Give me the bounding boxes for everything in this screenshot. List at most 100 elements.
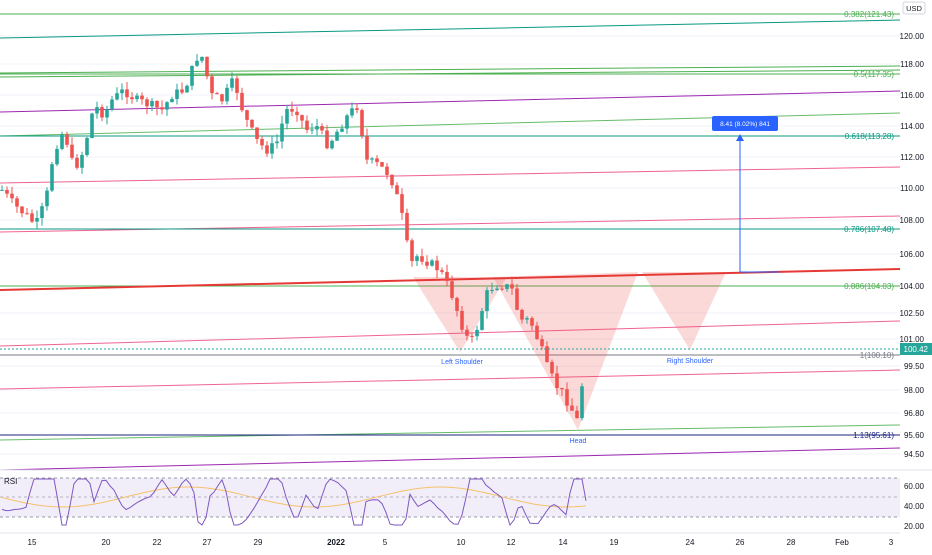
time-tick-label: 5	[383, 538, 388, 547]
candle-body	[0, 189, 4, 191]
candle-body	[455, 297, 459, 311]
candle-body	[120, 89, 124, 94]
candle-body	[15, 198, 19, 207]
candle-body	[60, 134, 64, 149]
time-tick-label: 19	[610, 538, 619, 547]
candle-body	[200, 56, 204, 61]
current-price-badge	[900, 343, 932, 355]
candle-body	[115, 93, 119, 100]
candle-body	[300, 115, 304, 121]
candle-body	[355, 108, 359, 110]
rsi-ma-line	[1, 486, 587, 508]
candle-body	[475, 329, 479, 337]
candle-body	[570, 405, 574, 411]
candle-body	[160, 107, 164, 110]
candle-body	[525, 318, 529, 320]
price-tick-label: 116.00	[900, 91, 924, 100]
candle-body	[335, 131, 339, 141]
fib-labels: 0.382(121.43) 0.5(117.35) 0.618(113.28) …	[844, 10, 894, 440]
candle-body	[265, 145, 269, 154]
candle-body	[250, 119, 254, 128]
candle-body	[10, 193, 14, 199]
candles[interactable]	[0, 54, 584, 421]
candle-body	[110, 99, 114, 110]
currency-badge[interactable]	[902, 1, 926, 15]
fib-levels[interactable]	[0, 13, 900, 436]
candle-body	[90, 113, 94, 138]
rsi-line	[1, 478, 587, 527]
candle-body	[350, 108, 354, 116]
price-tick-label: 102.50	[900, 309, 925, 318]
candle-body	[245, 110, 249, 120]
candle-body	[340, 128, 344, 132]
candle-body	[210, 76, 214, 94]
candle-body	[440, 270, 444, 272]
measure-tool[interactable]: 8.41 (8.02%) 841	[712, 116, 780, 273]
head-and-shoulders-pattern[interactable]: Left Shoulder Head Right Shoulder	[413, 272, 726, 445]
time-tick-label: 29	[254, 538, 263, 547]
price-tick-label: 118.00	[900, 60, 924, 69]
candle-body	[575, 410, 579, 419]
candle-body	[375, 158, 379, 163]
candle-body	[315, 126, 319, 130]
fib-label: 0.618(113.28)	[845, 132, 895, 141]
time-tick-label: Feb	[835, 538, 849, 547]
candle-body	[380, 162, 384, 167]
price-tick-label: 108.00	[900, 216, 925, 225]
candle-body	[170, 99, 174, 103]
candle-body	[565, 389, 569, 406]
candle-body	[515, 288, 519, 310]
price-tick-label: 110.00	[900, 184, 924, 193]
trend-lines[interactable]	[0, 19, 901, 471]
trend-line-teal-top	[0, 19, 901, 39]
candle-body	[165, 102, 169, 110]
candle-body	[150, 100, 154, 107]
price-tick-label: 101.00	[900, 335, 925, 344]
candle-body	[535, 325, 539, 340]
time-tick-label: 12	[507, 538, 516, 547]
candle-body	[465, 329, 469, 336]
price-pane[interactable]	[0, 0, 900, 470]
time-tick-label: 24	[686, 538, 695, 547]
candle-body	[395, 185, 399, 195]
candle-body	[560, 388, 564, 390]
candle-body	[100, 107, 104, 118]
price-tick-label: 96.80	[904, 409, 925, 418]
time-tick-label: 26	[736, 538, 745, 547]
candle-body	[325, 130, 329, 149]
time-tick-label: 27	[203, 538, 212, 547]
time-tick-label: 20	[102, 538, 111, 547]
candle-body	[155, 100, 159, 108]
candle-body	[85, 138, 89, 155]
head-shape	[493, 272, 638, 430]
candle-body	[530, 318, 534, 326]
candle-body	[550, 361, 554, 374]
candle-body	[580, 386, 584, 419]
fib-label: 1.13(95.61)	[853, 431, 894, 440]
time-axis-ticks[interactable]: 15 20 22 27 29 2022 5 10 12 14 19 24 26 28 Feb 3	[28, 538, 894, 547]
candle-body	[370, 158, 374, 160]
candle-body	[425, 261, 429, 266]
right-shoulder-label: Right Shoulder	[667, 358, 714, 365]
candle-body	[495, 288, 499, 290]
candle-body	[55, 148, 59, 165]
candle-body	[500, 288, 504, 290]
rsi-axis-ticks: 60.00 40.00 20.00	[904, 482, 925, 531]
price-tick-label: 106.00	[900, 250, 925, 259]
candle-body	[390, 174, 394, 186]
rsi-title: RSI	[4, 477, 17, 486]
trend-line-green-4	[0, 424, 901, 441]
candle-body	[420, 256, 424, 262]
candle-body	[145, 99, 149, 107]
candle-body	[430, 260, 434, 266]
candle-body	[345, 115, 349, 129]
candle-body	[230, 78, 234, 88]
candle-body	[255, 127, 259, 139]
rsi-tick: 60.00	[904, 482, 925, 491]
price-axis[interactable]	[900, 0, 932, 470]
time-tick-label: 28	[787, 538, 796, 547]
candle-body	[360, 110, 364, 136]
fib-label: 0.786(107.48)	[844, 225, 894, 234]
candle-body	[365, 135, 369, 160]
